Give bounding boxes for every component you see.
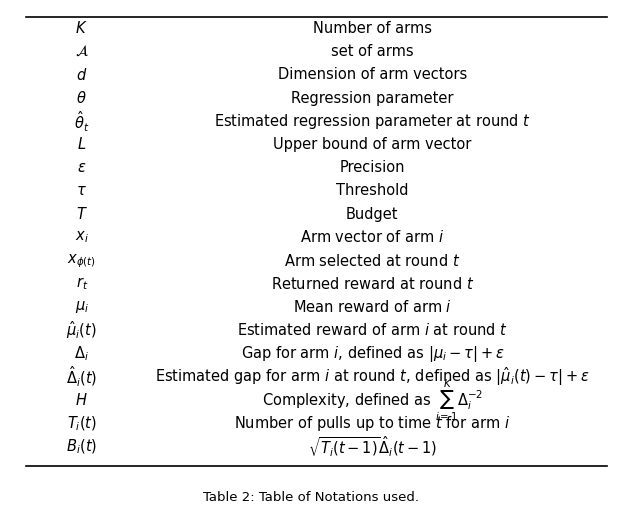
Text: $T_i(t)$: $T_i(t)$ (67, 414, 97, 433)
Text: Mean reward of arm $i$: Mean reward of arm $i$ (293, 299, 452, 315)
Text: $\mathcal{A}$: $\mathcal{A}$ (75, 44, 89, 59)
Text: Precision: Precision (340, 160, 405, 175)
Text: Estimated reward of arm $i$ at round $t$: Estimated reward of arm $i$ at round $t$ (237, 323, 508, 338)
Text: $\tau$: $\tau$ (76, 183, 87, 199)
Text: Returned reward at round $t$: Returned reward at round $t$ (271, 276, 474, 292)
Text: $\theta$: $\theta$ (76, 90, 87, 106)
Text: $\Delta_i$: $\Delta_i$ (74, 344, 89, 363)
Text: Estimated regression parameter at round $t$: Estimated regression parameter at round … (214, 112, 531, 131)
Text: $L$: $L$ (77, 137, 86, 153)
Text: Table 2: Table of Notations used.: Table 2: Table of Notations used. (202, 492, 419, 504)
Text: Threshold: Threshold (336, 183, 408, 199)
Text: Dimension of arm vectors: Dimension of arm vectors (278, 67, 467, 82)
Text: Arm vector of arm $i$: Arm vector of arm $i$ (300, 229, 445, 245)
Text: Regression parameter: Regression parameter (291, 91, 454, 105)
Text: $B_i(t)$: $B_i(t)$ (66, 437, 97, 456)
Text: Number of pulls up to time $t$ for arm $i$: Number of pulls up to time $t$ for arm $… (234, 414, 511, 433)
Text: $H$: $H$ (76, 392, 88, 408)
Text: $\hat{\theta}_t$: $\hat{\theta}_t$ (74, 109, 90, 134)
Text: Gap for arm $i$, defined as $|\mu_i - \tau| + \epsilon$: Gap for arm $i$, defined as $|\mu_i - \t… (241, 344, 504, 364)
Text: set of arms: set of arms (331, 44, 413, 59)
Text: $d$: $d$ (76, 67, 88, 83)
Text: $T$: $T$ (76, 206, 88, 222)
Text: $K$: $K$ (76, 20, 88, 36)
Text: Estimated gap for arm $i$ at round $t$, defined as $|\hat{\mu}_i(t) - \tau| + \e: Estimated gap for arm $i$ at round $t$, … (155, 366, 589, 388)
Text: Upper bound of arm vector: Upper bound of arm vector (273, 137, 472, 152)
Text: $\mu_i$: $\mu_i$ (75, 299, 89, 315)
Text: $x_i$: $x_i$ (75, 229, 89, 245)
Text: Budget: Budget (346, 207, 399, 222)
Text: Arm selected at round $t$: Arm selected at round $t$ (284, 253, 461, 269)
Text: $r_t$: $r_t$ (76, 275, 88, 292)
Text: $\sqrt{T_i(t-1)}\hat{\Delta}_i(t-1)$: $\sqrt{T_i(t-1)}\hat{\Delta}_i(t-1)$ (308, 434, 437, 459)
Text: $\hat{\Delta}_i(t)$: $\hat{\Delta}_i(t)$ (66, 365, 97, 389)
Text: Number of arms: Number of arms (313, 21, 432, 36)
Text: Complexity, defined as $\sum_{i=1}^{K} \Delta_i^{-2}$: Complexity, defined as $\sum_{i=1}^{K} \… (262, 377, 483, 423)
Text: $\hat{\mu}_i(t)$: $\hat{\mu}_i(t)$ (67, 319, 97, 342)
Text: $x_{\phi(t)}$: $x_{\phi(t)}$ (67, 252, 96, 269)
Text: $\epsilon$: $\epsilon$ (77, 160, 86, 175)
